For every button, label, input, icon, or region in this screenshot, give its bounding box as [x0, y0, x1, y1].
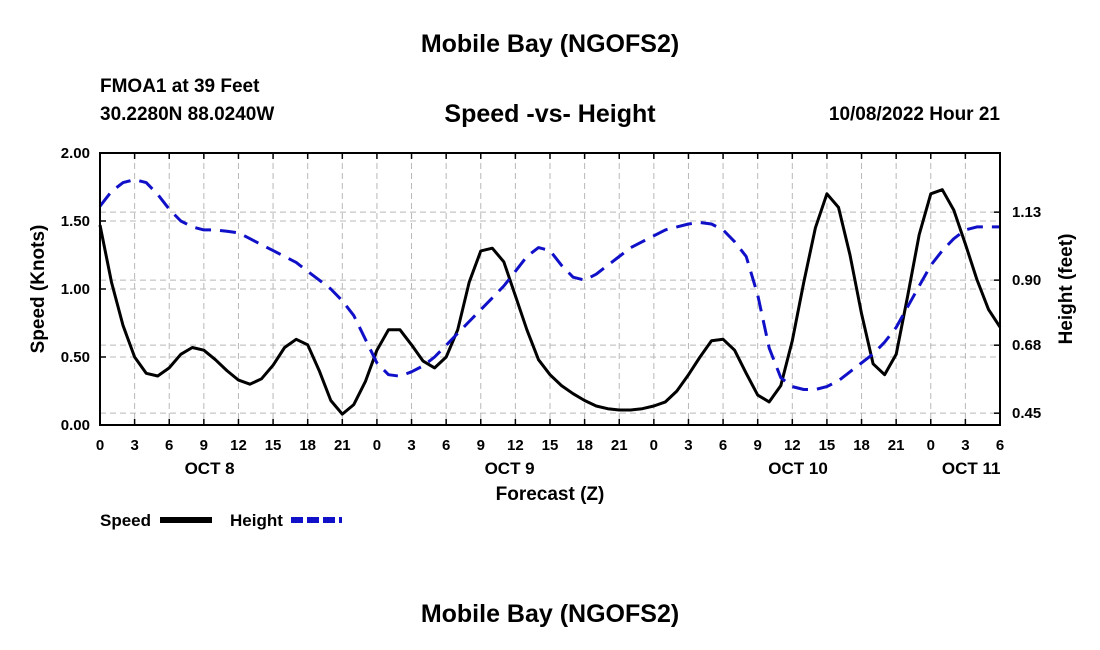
forecast-datetime: 10/08/2022 Hour 21: [828, 104, 1000, 125]
y2-tick-label: 0.45: [1012, 405, 1041, 422]
x-tick-label: 0: [373, 437, 381, 454]
day-label: OCT 10: [768, 459, 828, 478]
height-series-line: [98, 178, 1000, 391]
y-tick-label: 0.50: [61, 349, 90, 366]
station-label: FMOA1 at 39 Feet: [100, 76, 260, 97]
x-tick-label: 6: [165, 437, 173, 454]
x-tick-label: 0: [96, 437, 104, 454]
y2-axis-label: Height (feet): [1056, 234, 1077, 345]
x-tick-label: 12: [784, 437, 801, 454]
x-tick-label: 0: [927, 437, 935, 454]
x-tick-label: 12: [230, 437, 247, 454]
x-tick-label: 12: [507, 437, 524, 454]
x-tick-label: 9: [200, 437, 208, 454]
y2-tick-label: 0.68: [1012, 337, 1041, 354]
speed-series-line: [98, 188, 1002, 416]
y-axis-label: Speed (Knots): [28, 225, 49, 354]
x-tick-label: 9: [754, 437, 762, 454]
legend-height-label: Height: [230, 511, 283, 530]
x-tick-label: 21: [611, 437, 628, 454]
x-tick-label: 15: [265, 437, 282, 454]
legend-speed-label: Speed: [100, 511, 151, 530]
y-tick-label: 1.50: [61, 213, 90, 230]
x-tick-label: 9: [477, 437, 485, 454]
x-tick-label: 3: [961, 437, 969, 454]
x-tick-label: 3: [130, 437, 138, 454]
x-tick-label: 0: [650, 437, 658, 454]
x-tick-label: 21: [888, 437, 905, 454]
y2-tick-label: 0.90: [1012, 272, 1041, 289]
y-tick-label: 2.00: [61, 145, 90, 162]
x-tick-label: 15: [542, 437, 559, 454]
x-tick-label: 6: [719, 437, 727, 454]
x-tick-label: 3: [407, 437, 415, 454]
x-tick-label: 21: [334, 437, 351, 454]
footer-title: Mobile Bay (NGOFS2): [420, 600, 680, 628]
x-tick-label: 3: [684, 437, 692, 454]
plot-frame: [99, 152, 1001, 426]
day-label: OCT 9: [485, 459, 535, 478]
y-tick-label: 1.00: [61, 281, 90, 298]
x-tick-label: 6: [996, 437, 1004, 454]
x-tick-label: 18: [853, 437, 870, 454]
chart-title: Speed -vs- Height: [444, 100, 656, 128]
day-label: OCT 11: [942, 459, 1001, 478]
station-coordinates: 30.2280N 88.0240W: [100, 104, 275, 125]
x-axis-label: Forecast (Z): [496, 484, 605, 505]
y2-tick-label: 1.13: [1012, 204, 1041, 221]
x-tick-label: 15: [819, 437, 836, 454]
x-tick-label: 18: [576, 437, 593, 454]
x-tick-label: 18: [299, 437, 316, 454]
y-tick-label: 0.00: [61, 417, 90, 434]
x-tick-label: 6: [442, 437, 450, 454]
page-title: Mobile Bay (NGOFS2): [420, 30, 680, 58]
day-label: OCT 8: [185, 459, 235, 478]
